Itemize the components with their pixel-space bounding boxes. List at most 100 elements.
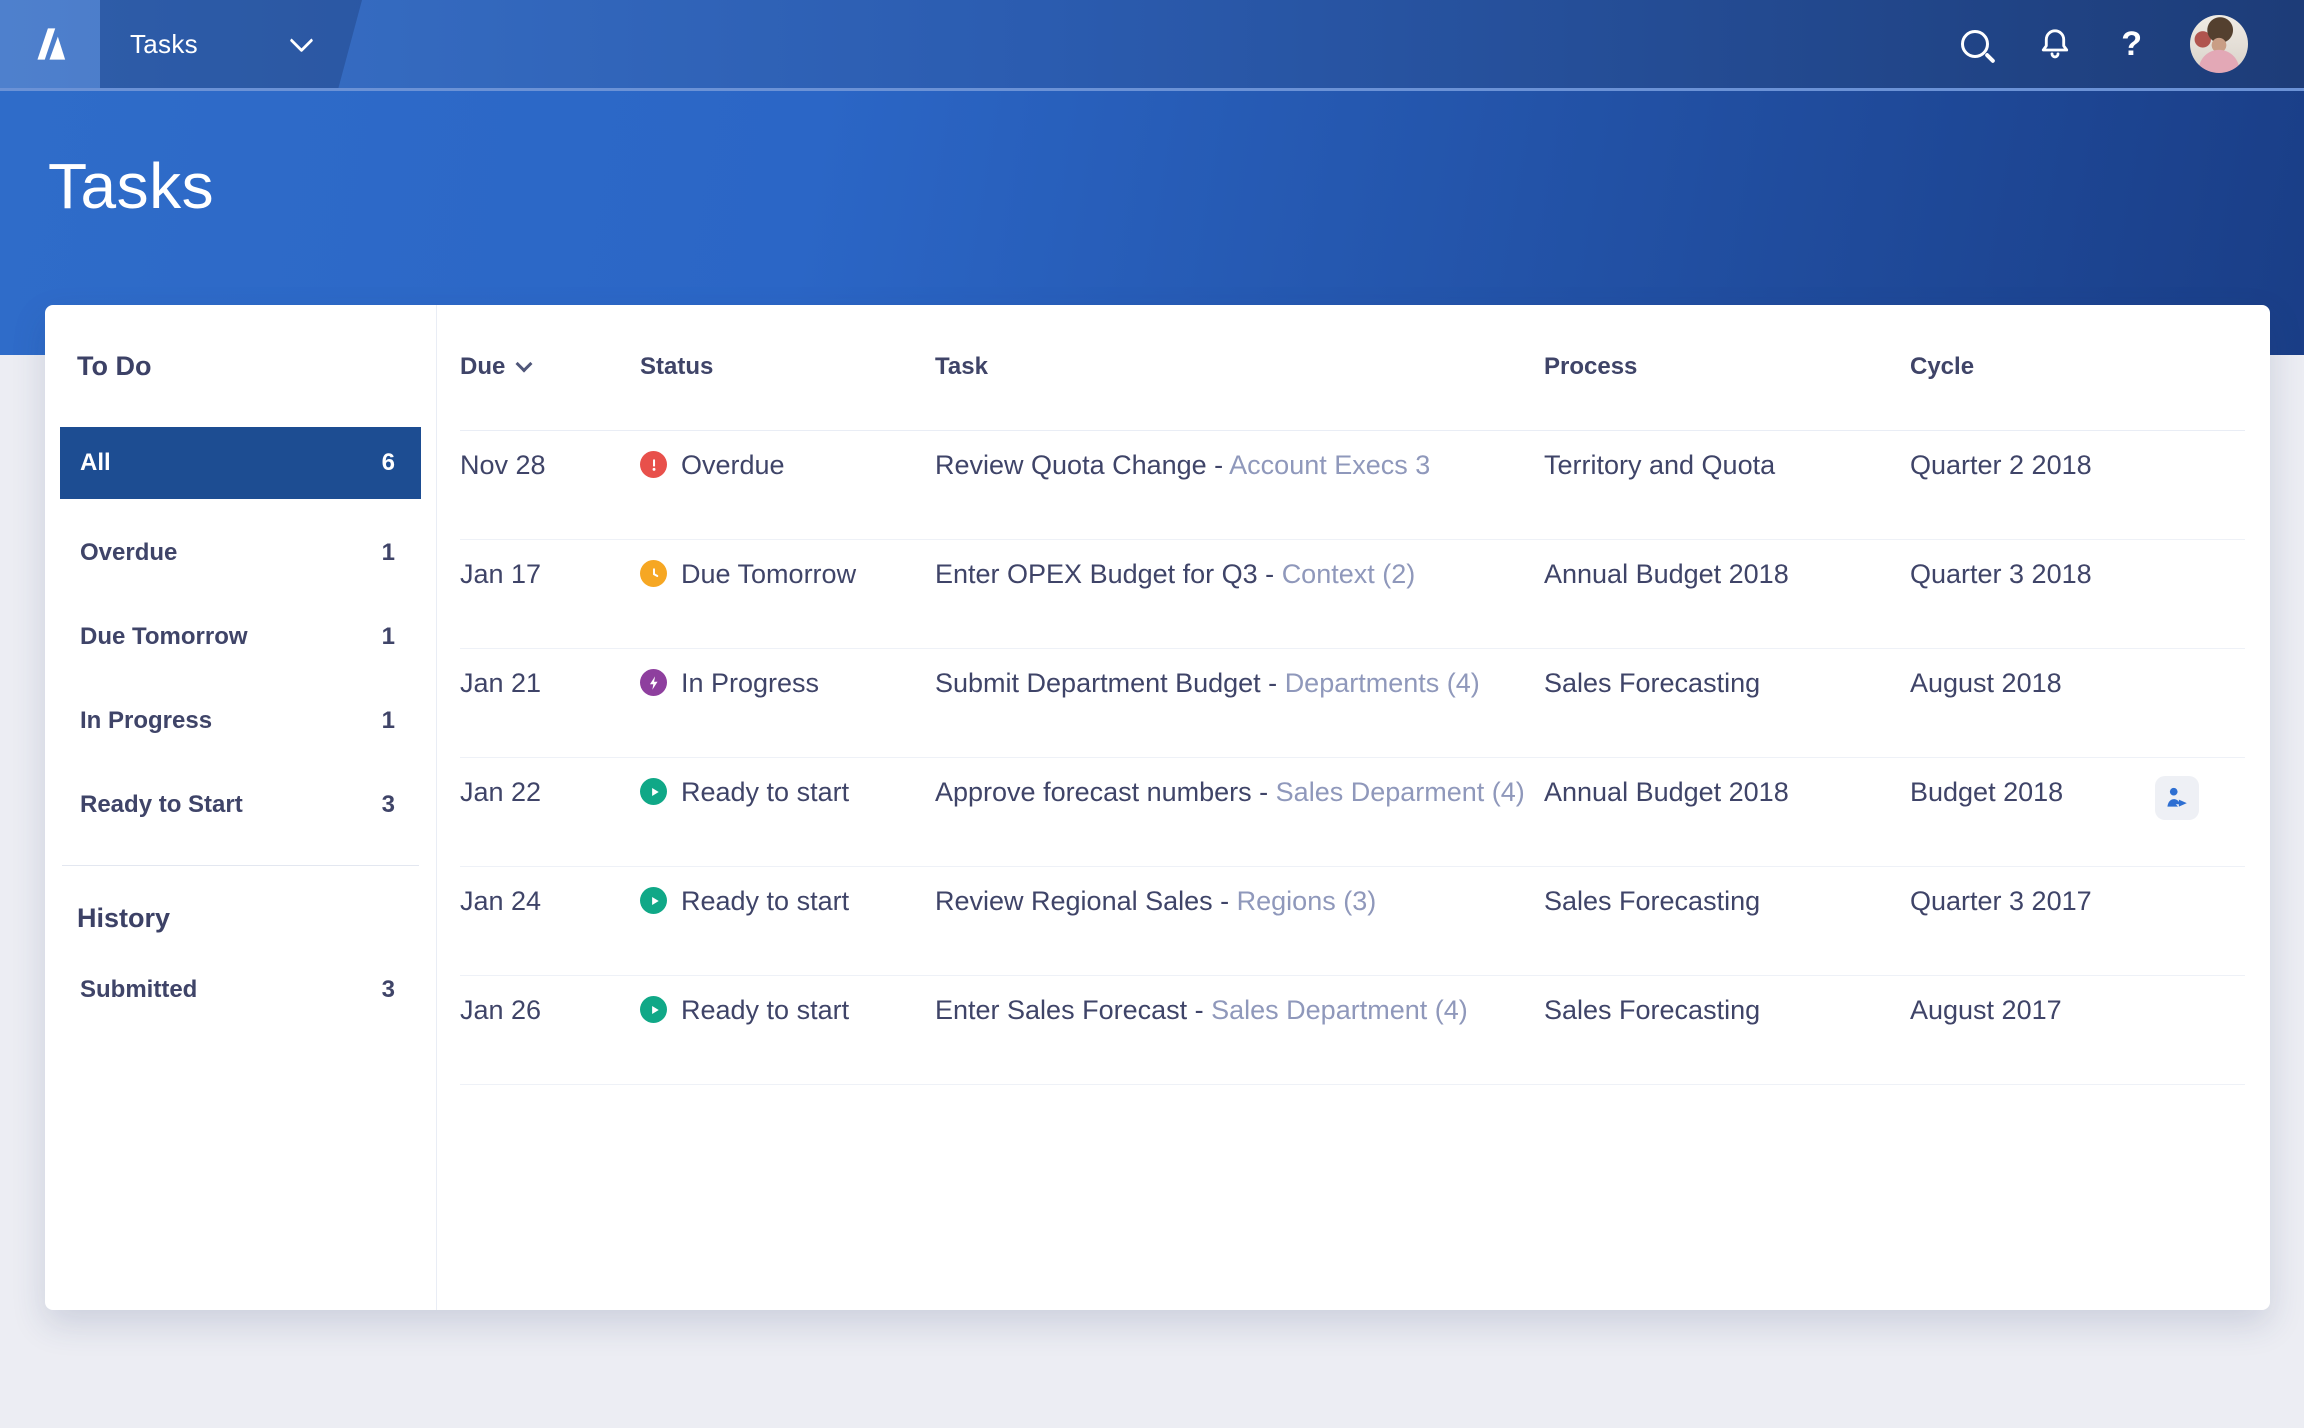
- task-link[interactable]: Context (2): [1281, 559, 1416, 589]
- process-cell: Annual Budget 2018: [1544, 559, 1789, 589]
- status-cell: Ready to start: [640, 994, 935, 1084]
- status-cell: Due Tomorrow: [640, 558, 935, 648]
- app-logo[interactable]: [0, 0, 100, 88]
- user-avatar[interactable]: [2190, 15, 2248, 73]
- task-cell: Enter Sales Forecast - Sales Department …: [935, 994, 1544, 1084]
- sidebar-item-submitted[interactable]: Submitted 3: [60, 948, 421, 1032]
- cycle-cell: August 2018: [1910, 668, 2062, 698]
- task-cell: Enter OPEX Budget for Q3 - Context (2): [935, 558, 1544, 648]
- sidebar-item-ready-to-start[interactable]: Ready to Start 3: [60, 763, 421, 847]
- status-cell: Overdue: [640, 449, 935, 539]
- help-button[interactable]: ?: [2121, 27, 2142, 61]
- status-label: Ready to start: [681, 886, 850, 916]
- sidebar-item-label: Submitted: [80, 976, 198, 1003]
- section-heading-todo: To Do: [77, 351, 152, 381]
- sidebar-item-label: Ready to Start: [80, 791, 243, 818]
- due-cell: Jan 17: [460, 559, 542, 589]
- task-link[interactable]: Sales Department (4): [1211, 995, 1468, 1025]
- table-row[interactable]: Jan 22 Ready to start Approve forecast n…: [460, 758, 2245, 867]
- due-cell: Jan 26: [460, 995, 542, 1025]
- notifications-button[interactable]: [2037, 26, 2073, 62]
- status-label: In Progress: [681, 668, 820, 698]
- table-row[interactable]: Jan 24 Ready to start Review Regional Sa…: [460, 867, 2245, 976]
- sidebar-item-count: 1: [381, 623, 395, 650]
- task-cell: Submit Department Budget - Departments (…: [935, 667, 1544, 757]
- top-nav-bar: Tasks ?: [0, 0, 2304, 91]
- task-link[interactable]: Sales Deparment (4): [1275, 777, 1525, 807]
- cycle-cell: Budget 2018: [1910, 777, 2064, 807]
- table-header: Due Status Task Process Cycle: [460, 305, 2245, 431]
- table-row[interactable]: Jan 21 In Progress Submit Department Bud…: [460, 649, 2245, 758]
- table-row[interactable]: Jan 26 Ready to start Enter Sales Foreca…: [460, 976, 2245, 1085]
- sidebar-item-label: Overdue: [80, 539, 178, 566]
- status-label: Due Tomorrow: [681, 559, 857, 589]
- task-title: Approve forecast numbers -: [935, 777, 1269, 807]
- search-button[interactable]: [1961, 30, 1990, 58]
- section-heading-history: History: [77, 903, 171, 933]
- sort-chevron-icon: [515, 355, 533, 373]
- task-cell: Review Quota Change - Account Execs 3: [935, 449, 1544, 539]
- due-cell: Jan 21: [460, 668, 542, 698]
- ready-status-icon: [640, 778, 667, 805]
- sidebar-item-label: In Progress: [80, 707, 213, 734]
- chevron-down-icon: [289, 27, 314, 53]
- topbar-actions: ?: [1961, 0, 2248, 88]
- tasks-panel: To Do All 6 Overdue 1 Due Tomorrow 1 In …: [45, 305, 2270, 1310]
- task-title: Submit Department Budget -: [935, 668, 1278, 698]
- tasks-nav-dropdown[interactable]: Tasks: [100, 0, 362, 88]
- status-cell: Ready to start: [640, 776, 935, 866]
- column-header-due[interactable]: Due: [460, 353, 640, 430]
- task-cell: Approve forecast numbers - Sales Deparme…: [935, 776, 1544, 866]
- in-progress-status-icon: [640, 669, 667, 696]
- table-row[interactable]: Jan 17 Due Tomorrow Enter OPEX Budget fo…: [460, 540, 2245, 649]
- due-cell: Jan 22: [460, 777, 542, 807]
- ready-status-icon: [640, 887, 667, 914]
- column-header-cycle[interactable]: Cycle: [1910, 353, 1975, 380]
- sidebar-divider: [62, 865, 419, 866]
- process-cell: Annual Budget 2018: [1544, 777, 1789, 807]
- sidebar-item-in-progress[interactable]: In Progress 1: [60, 679, 421, 763]
- due-tomorrow-status-icon: [640, 560, 667, 587]
- process-cell: Sales Forecasting: [1544, 668, 1761, 698]
- status-label: Ready to start: [681, 777, 850, 807]
- task-title: Review Quota Change -: [935, 450, 1224, 480]
- overdue-status-icon: [640, 451, 667, 478]
- task-link[interactable]: Regions (3): [1236, 886, 1377, 916]
- sidebar-item-count: 6: [381, 449, 395, 476]
- column-header-task[interactable]: Task: [935, 353, 988, 380]
- task-link[interactable]: Account Execs 3: [1229, 450, 1431, 480]
- sidebar-item-due-tomorrow[interactable]: Due Tomorrow 1: [60, 595, 421, 679]
- cycle-cell: Quarter 3 2018: [1910, 559, 2092, 589]
- task-title: Review Regional Sales -: [935, 886, 1230, 916]
- sidebar-item-label: Due Tomorrow: [80, 623, 248, 650]
- column-header-process[interactable]: Process: [1544, 353, 1638, 380]
- due-cell: Nov 28: [460, 450, 546, 480]
- cycle-cell: Quarter 3 2017: [1910, 886, 2092, 916]
- question-mark-icon: ?: [2121, 25, 2142, 63]
- process-cell: Territory and Quota: [1544, 450, 1776, 480]
- sidebar-item-overdue[interactable]: Overdue 1: [60, 511, 421, 595]
- status-cell: In Progress: [640, 667, 935, 757]
- column-header-actions: [2145, 353, 2245, 430]
- process-cell: Sales Forecasting: [1544, 886, 1761, 916]
- status-label: Overdue: [681, 450, 785, 480]
- process-cell: Sales Forecasting: [1544, 995, 1761, 1025]
- delegate-task-button[interactable]: [2155, 776, 2199, 820]
- status-cell: Ready to start: [640, 885, 935, 975]
- sidebar-item-count: 1: [381, 539, 395, 566]
- search-icon: [1961, 30, 1990, 58]
- sidebar-item-label: All: [80, 449, 111, 476]
- due-cell: Jan 24: [460, 886, 542, 916]
- action-cell: [2145, 449, 2245, 539]
- column-header-status[interactable]: Status: [640, 353, 714, 380]
- bell-icon: [2042, 29, 2069, 59]
- table-row[interactable]: Nov 28 Overdue Review Quota Change - Acc…: [460, 431, 2245, 540]
- tasks-table: Due Status Task Process Cycle Nov 28 Ove…: [437, 305, 2270, 1310]
- sidebar-item-all[interactable]: All 6: [60, 427, 421, 499]
- status-label: Ready to start: [681, 995, 850, 1025]
- sidebar-item-count: 3: [381, 791, 395, 818]
- nav-tab-label: Tasks: [130, 28, 198, 59]
- delegate-person-arrow-icon: [2167, 787, 2187, 807]
- task-link[interactable]: Departments (4): [1284, 668, 1480, 698]
